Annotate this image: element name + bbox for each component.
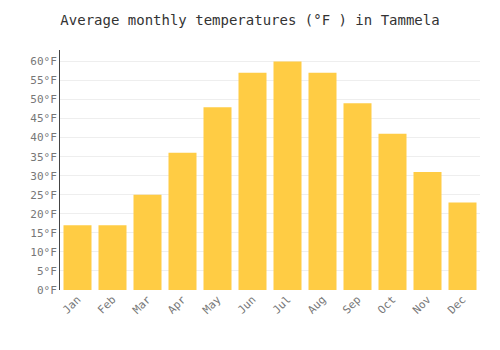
svg-text:Jun: Jun <box>235 293 258 316</box>
svg-text:Mar: Mar <box>130 293 154 317</box>
svg-text:45°F: 45°F <box>30 112 57 125</box>
svg-text:10°F: 10°F <box>30 246 57 259</box>
svg-text:Apr: Apr <box>165 293 189 317</box>
svg-text:55°F: 55°F <box>30 74 57 87</box>
svg-text:Aug: Aug <box>305 293 328 316</box>
svg-text:Sep: Sep <box>340 293 363 316</box>
svg-text:Oct: Oct <box>375 293 398 316</box>
svg-text:Nov: Nov <box>410 293 434 317</box>
svg-text:Jan: Jan <box>60 293 83 316</box>
svg-text:20°F: 20°F <box>30 208 57 221</box>
svg-text:50°F: 50°F <box>30 93 57 106</box>
svg-text:15°F: 15°F <box>30 227 57 240</box>
svg-text:60°F: 60°F <box>30 55 57 68</box>
svg-text:35°F: 35°F <box>30 151 57 164</box>
svg-text:40°F: 40°F <box>30 131 57 144</box>
svg-text:25°F: 25°F <box>30 189 57 202</box>
svg-text:Jul: Jul <box>270 293 293 316</box>
svg-text:0°F: 0°F <box>37 284 57 297</box>
svg-text:Average monthly temperatures (: Average monthly temperatures (°F ) in Ta… <box>60 12 439 28</box>
svg-text:5°F: 5°F <box>37 265 57 278</box>
svg-text:May: May <box>200 293 224 317</box>
svg-text:30°F: 30°F <box>30 170 57 183</box>
svg-text:Dec: Dec <box>445 293 468 316</box>
svg-text:Feb: Feb <box>95 293 118 316</box>
